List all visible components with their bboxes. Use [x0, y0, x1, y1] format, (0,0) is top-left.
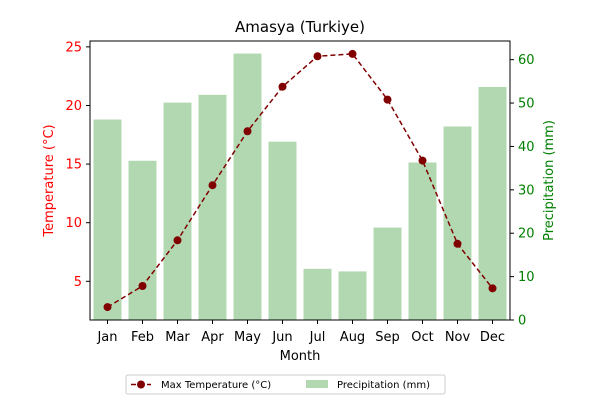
temperature-point-jun	[278, 82, 287, 91]
x-tick-label: Jul	[309, 330, 326, 345]
precip-bar-jul	[303, 268, 332, 320]
left-tick-label: 5	[74, 275, 82, 290]
bars-layer	[93, 53, 507, 321]
legend-bar-swatch	[306, 380, 328, 388]
x-tick-label: Aug	[340, 330, 365, 345]
right-tick-label: 50	[518, 97, 535, 112]
temperature-point-jul	[313, 52, 322, 61]
legend-label-precipitation: Precipitation (mm)	[337, 380, 430, 391]
temperature-point-feb	[138, 282, 147, 291]
precip-bar-feb	[128, 160, 157, 320]
temperature-point-dec	[488, 284, 497, 293]
precip-bar-oct	[408, 162, 437, 320]
x-tick-label: Feb	[131, 330, 154, 345]
x-tick-label: Dec	[480, 330, 505, 345]
right-tick-label: 60	[518, 53, 535, 68]
left-tick-label: 10	[65, 216, 82, 231]
x-tick-label: Jun	[271, 330, 292, 345]
precip-bar-nov	[443, 126, 472, 320]
temperature-point-oct	[418, 156, 427, 165]
precip-bar-may	[233, 53, 262, 321]
legend-line-marker	[137, 380, 145, 389]
temperature-point-nov	[453, 239, 462, 248]
line-layer	[103, 49, 497, 312]
precip-bar-aug	[338, 271, 367, 320]
legend-label-temperature: Max Temperature (°C)	[161, 380, 271, 391]
right-tick-label: 20	[518, 227, 535, 242]
right-tick-label: 40	[518, 140, 535, 155]
x-tick-label: May	[234, 330, 261, 345]
temperature-point-sep	[383, 95, 392, 104]
right-tick-label: 30	[518, 183, 535, 198]
left-tick-label: 25	[65, 40, 82, 55]
right-axis-label: Precipitation (mm)	[542, 120, 557, 241]
right-tick-label: 0	[518, 314, 526, 329]
precip-bar-apr	[198, 94, 227, 320]
temperature-point-aug	[348, 49, 357, 58]
x-tick-label: Sep	[375, 330, 400, 345]
legend: Max Temperature (°C) Precipitation (mm)	[125, 374, 446, 395]
plot-frame	[89, 40, 511, 321]
left-tick-label: 20	[65, 99, 82, 114]
x-tick-label: Nov	[445, 330, 471, 345]
x-tick-label: Apr	[201, 330, 224, 345]
x-tick-label: Mar	[165, 330, 190, 345]
chart-title: Amasya (Turkiye)	[235, 18, 365, 36]
precip-bar-sep	[373, 227, 402, 320]
x-axis-label: Month	[280, 349, 321, 364]
x-axis-ticks: Jan Feb Mar Apr May Jun Jul Aug Sep Oct Nov Dec	[96, 320, 505, 345]
precip-bar-mar	[163, 102, 192, 320]
left-axis-ticks: 5 10 15 20 25	[65, 40, 90, 290]
x-tick-label: Oct	[411, 330, 433, 345]
temperature-point-mar	[173, 236, 182, 245]
temperature-point-jan	[103, 303, 112, 312]
temperature-point-may	[243, 127, 252, 136]
right-tick-label: 10	[518, 270, 535, 285]
temperature-line	[107, 53, 494, 308]
left-tick-label: 15	[65, 158, 82, 173]
left-axis-label: Temperature (°C)	[42, 124, 57, 237]
temperature-point-apr	[208, 181, 217, 190]
right-axis-ticks: 0 10 20 30 40 50 60	[510, 53, 535, 329]
precip-bar-jan	[93, 119, 122, 320]
precip-bar-dec	[478, 86, 507, 321]
precip-bar-jun	[268, 141, 297, 320]
x-tick-label: Jan	[96, 330, 117, 345]
legend-frame	[125, 374, 446, 395]
